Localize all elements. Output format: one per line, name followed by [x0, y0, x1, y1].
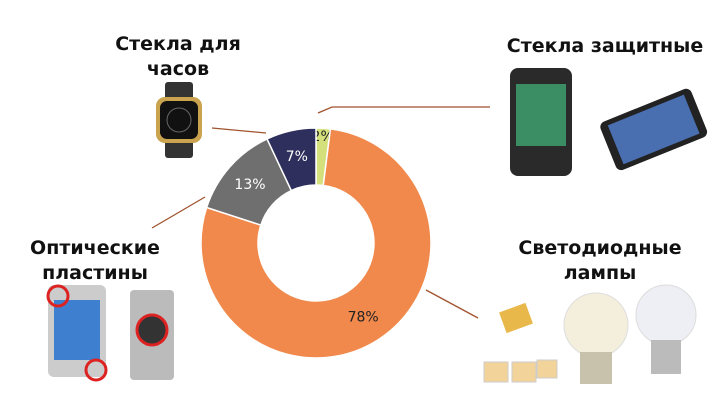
donut-slice — [200, 128, 432, 359]
category-label: Стекла для часов — [115, 33, 241, 80]
leader-line — [151, 196, 206, 229]
optic-icons — [46, 284, 174, 382]
leader-line — [317, 106, 490, 114]
leader-line — [211, 127, 267, 134]
category-label: Светодиодные лампы — [518, 237, 682, 284]
phone-icons — [510, 68, 708, 176]
leader-line — [425, 289, 479, 319]
category-label: Стекла защитные — [506, 35, 704, 57]
value-label: 78% — [348, 309, 379, 325]
watch-icon — [156, 82, 202, 158]
value-label: 7% — [286, 149, 308, 165]
lamp-icons — [483, 284, 697, 384]
category-label: Оптические пластины — [30, 237, 160, 284]
leaders — [151, 106, 490, 319]
value-label: 13% — [234, 177, 265, 193]
donut-slice — [266, 127, 317, 192]
